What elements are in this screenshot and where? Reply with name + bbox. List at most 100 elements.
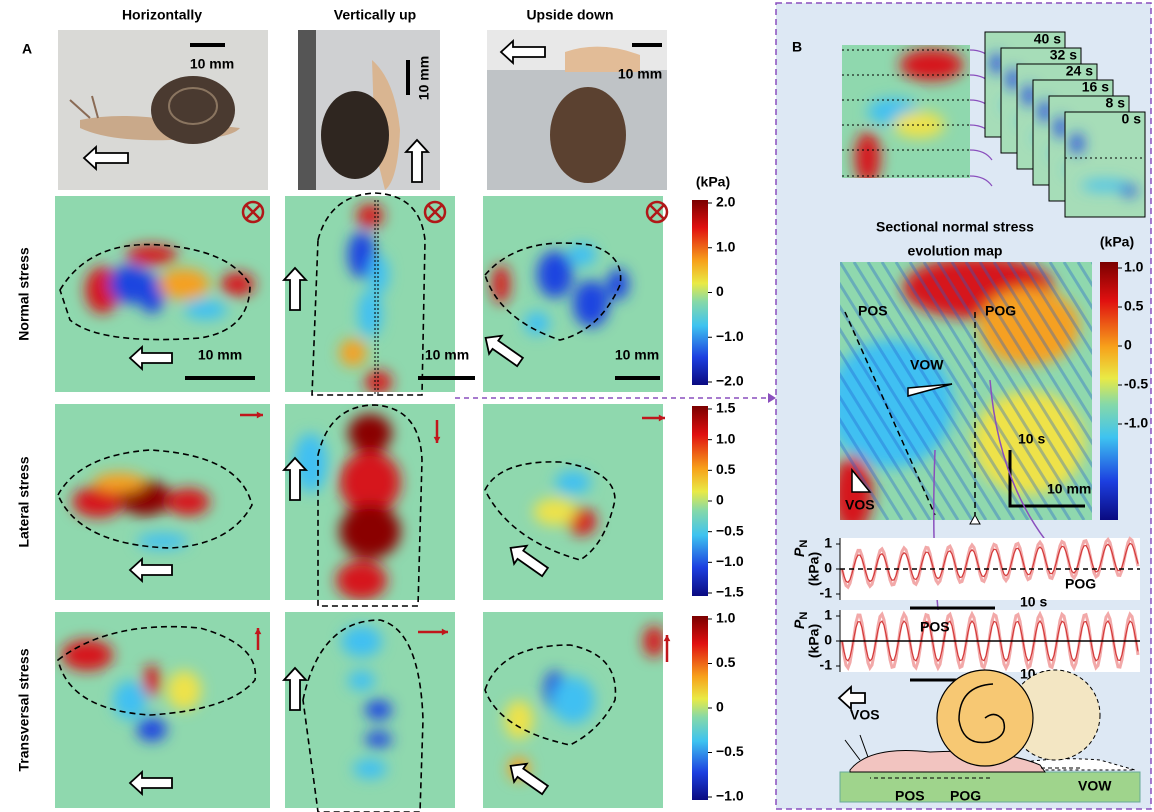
- stress-blob: [353, 759, 387, 779]
- stress-blob: [158, 269, 210, 300]
- stress-blob: [365, 732, 392, 748]
- scale-label: 10 mm: [618, 66, 662, 82]
- row-label: Lateral stress: [16, 456, 32, 547]
- colorbar-tick-label: 0.5: [716, 461, 736, 477]
- map-label: VOS: [845, 497, 875, 513]
- y-tick-label: 0: [824, 560, 832, 576]
- stress-blob: [61, 639, 113, 670]
- time-label: 16 s: [1082, 79, 1109, 95]
- stress-blob: [1121, 186, 1137, 197]
- scale-label: 10 mm: [198, 347, 242, 363]
- stress-blob: [365, 700, 392, 720]
- colorbar-tick-label: 0.5: [716, 654, 736, 670]
- stress-blob: [533, 498, 576, 525]
- stress-blob: [537, 251, 573, 298]
- scale-label: 10 s: [1020, 594, 1047, 610]
- stress-map: [483, 404, 663, 600]
- stress-blob: [184, 300, 227, 320]
- colorbar-tick-label: 0: [716, 283, 724, 299]
- map-label: 10 mm: [1047, 481, 1091, 497]
- column-header: Upside down: [526, 7, 613, 23]
- stress-map: [842, 45, 970, 185]
- stress-blob: [348, 671, 375, 691]
- map-title: Sectional normal stress: [876, 219, 1034, 235]
- colorbar-tick-label: −0.5: [716, 522, 744, 538]
- colorbar-tick-label: -0.5: [1124, 376, 1148, 392]
- row-label: Normal stress: [16, 247, 32, 341]
- stress-blob: [94, 473, 146, 493]
- map-label: POS: [858, 303, 888, 319]
- column-header: Horizontally: [122, 7, 202, 23]
- map-label: VOW: [910, 357, 944, 373]
- map-background: [483, 404, 663, 600]
- colorbar-tick-label: 1.0: [716, 238, 736, 254]
- colorbar-tick-label: 0.5: [1124, 298, 1144, 314]
- time-label: 8 s: [1106, 95, 1126, 111]
- column-header: Vertically up: [334, 7, 416, 23]
- y-tick-label: 1: [824, 535, 832, 551]
- stress-map: [285, 404, 455, 600]
- photo-wall: [298, 30, 316, 190]
- stress-blob: [339, 339, 366, 366]
- y-axis-label-sub: N: [798, 540, 810, 548]
- figure: A Horizontally Vertically up Upside down 10 …: [0, 0, 1154, 812]
- colorbar-tick-label: −1.0: [716, 553, 744, 569]
- panel-label: B: [792, 39, 802, 55]
- stress-blob: [900, 49, 964, 81]
- scale-label: 10 mm: [190, 56, 234, 72]
- colorbar: [692, 200, 708, 385]
- scale-label: 10 mm: [425, 347, 469, 363]
- snail-shell: [550, 87, 626, 183]
- y-axis-unit: (kPa): [806, 624, 822, 658]
- colorbar-tick-label: 1.0: [1124, 259, 1144, 275]
- row-label: Transversal stress: [16, 648, 32, 771]
- colorbar-tick-label: -1.0: [1124, 415, 1148, 431]
- stress-blob: [339, 504, 400, 559]
- connector-head: [768, 393, 776, 403]
- colorbar: [692, 616, 708, 800]
- stress-blob: [167, 488, 210, 515]
- diagram-label: VOS: [850, 707, 880, 723]
- stress-blob: [607, 269, 629, 300]
- diagram-label: VOW: [1078, 778, 1112, 794]
- diagram-label: POG: [950, 788, 981, 804]
- y-axis-unit: (kPa): [806, 552, 822, 586]
- stress-blob: [568, 243, 597, 267]
- stress-map: [1065, 112, 1145, 217]
- direction-arrow-head: [664, 635, 671, 641]
- stress-map: [285, 612, 455, 808]
- stress-map: [285, 196, 455, 394]
- colorbar-tick-label: −0.5: [716, 743, 744, 759]
- colorbar-tick-label: −2.0: [716, 373, 744, 389]
- colorbar-tick-label: 0: [716, 492, 724, 508]
- panel-label: A: [22, 41, 32, 57]
- colorbar-tick-label: 1.0: [716, 430, 736, 446]
- plot-annotation: POS: [920, 619, 950, 635]
- colorbar-tick-label: −1.0: [716, 328, 744, 344]
- stress-blob: [855, 131, 881, 184]
- y-tick-label: 0: [824, 632, 832, 648]
- scale-label: 10 mm: [615, 347, 659, 363]
- snail-shell: [151, 76, 235, 144]
- stress-blob: [492, 265, 510, 304]
- stress-blob: [356, 204, 383, 228]
- stress-blob: [143, 665, 160, 696]
- time-label: 24 s: [1066, 63, 1093, 79]
- colorbar-tick-label: −1.0: [716, 788, 744, 804]
- snail-shell: [321, 91, 389, 179]
- stress-blob: [573, 280, 609, 327]
- stress-blob: [137, 718, 167, 742]
- diagram-label: POS: [895, 788, 925, 804]
- scale-label: 10 mm: [416, 56, 432, 100]
- colorbar-tick-label: 1.5: [716, 400, 736, 416]
- y-tick-label: 1: [824, 607, 832, 623]
- time-label: 32 s: [1050, 47, 1077, 63]
- stress-blob: [524, 312, 549, 336]
- colorbar: [1100, 262, 1118, 520]
- map-label: 10 s: [1018, 431, 1045, 447]
- stress-blob: [126, 245, 178, 265]
- stress-map: [483, 612, 665, 808]
- colorbar-tick-label: 0: [716, 699, 724, 715]
- stress-blob: [348, 414, 392, 453]
- colorbar-tick-label: 2.0: [716, 194, 736, 210]
